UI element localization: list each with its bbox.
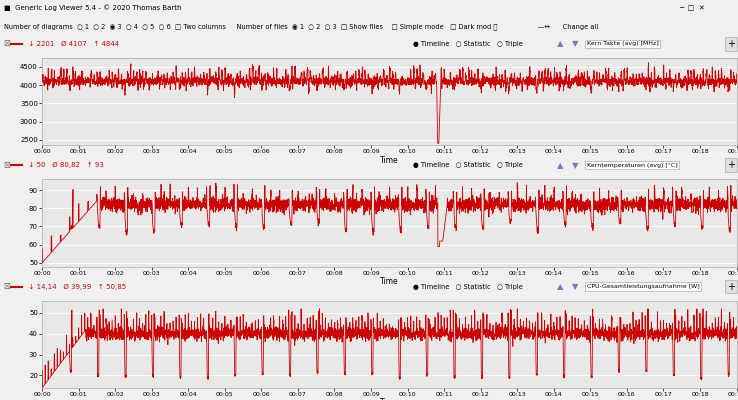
- X-axis label: Time: Time: [380, 277, 399, 286]
- Text: ↓ 2201   Ø 4107   ↑ 4844: ↓ 2201 Ø 4107 ↑ 4844: [24, 41, 120, 47]
- Text: ☒: ☒: [4, 282, 10, 291]
- Text: CPU-Gesamtleistungsaufnahme [W]: CPU-Gesamtleistungsaufnahme [W]: [587, 284, 700, 289]
- Text: ↓ 50   Ø 80,82   ↑ 93: ↓ 50 Ø 80,82 ↑ 93: [24, 162, 104, 168]
- Text: ● Timeline   ○ Statistic   ○ Triple: ● Timeline ○ Statistic ○ Triple: [413, 162, 523, 168]
- Text: ▲: ▲: [557, 161, 564, 170]
- Text: +: +: [727, 39, 735, 49]
- Text: ■  Generic Log Viewer 5.4 - © 2020 Thomas Barth: ■ Generic Log Viewer 5.4 - © 2020 Thomas…: [4, 5, 182, 12]
- X-axis label: Time: Time: [380, 398, 399, 400]
- Text: ▲: ▲: [557, 282, 564, 291]
- Text: ▼: ▼: [572, 161, 579, 170]
- Text: ↓ 14,14   Ø 39,99   ↑ 50,85: ↓ 14,14 Ø 39,99 ↑ 50,85: [24, 284, 126, 290]
- X-axis label: Time: Time: [380, 156, 399, 165]
- Text: ▼: ▼: [572, 282, 579, 291]
- Text: ─  □  ✕: ─ □ ✕: [679, 5, 705, 11]
- Text: ▼: ▼: [572, 39, 579, 48]
- Text: ☒: ☒: [4, 39, 10, 48]
- Text: ● Timeline   ○ Statistic   ○ Triple: ● Timeline ○ Statistic ○ Triple: [413, 41, 523, 47]
- Text: +: +: [727, 282, 735, 292]
- Text: ▲: ▲: [557, 39, 564, 48]
- Text: ☒: ☒: [4, 161, 10, 170]
- Text: +: +: [727, 160, 735, 170]
- Text: Kerntemperaturen (avg) [°C]: Kerntemperaturen (avg) [°C]: [587, 163, 677, 168]
- Text: Number of diagrams  ○ 1  ○ 2  ◉ 3  ○ 4  ○ 5  ○ 6  □ Two columns     Number of fi: Number of diagrams ○ 1 ○ 2 ◉ 3 ○ 4 ○ 5 ○…: [4, 24, 598, 30]
- Text: ● Timeline   ○ Statistic   ○ Triple: ● Timeline ○ Statistic ○ Triple: [413, 284, 523, 290]
- Text: Kern Takte (avg) [MHz]: Kern Takte (avg) [MHz]: [587, 41, 658, 46]
